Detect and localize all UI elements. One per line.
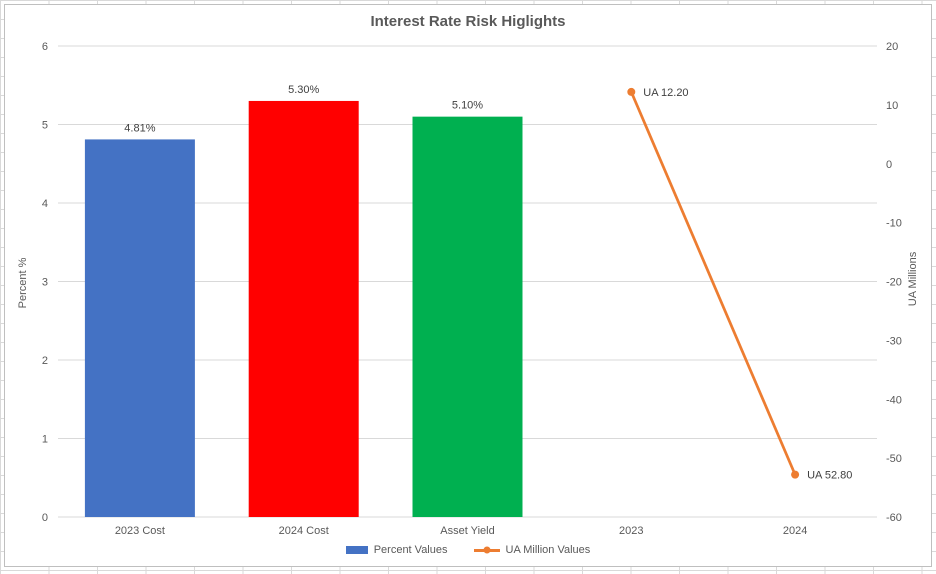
y-left-tick-label: 0 (42, 512, 48, 524)
chart-title: Interest Rate Risk Higlights (370, 13, 566, 30)
legend-item-percent-values: Percent Values (345, 544, 448, 556)
bar-asset-yield (412, 116, 523, 518)
y-left-tick-label: 1 (42, 434, 48, 446)
y-right-tick-label: -20 (886, 277, 902, 289)
bar-series-swatch-icon (345, 546, 368, 554)
category-label: 2023 Cost (115, 525, 165, 537)
line-marker (627, 87, 636, 96)
legend-item-ua-million-values: UA Million Values (473, 544, 591, 556)
bar-value-label: 5.30% (288, 84, 319, 96)
category-label: 2024 (783, 525, 807, 537)
category-label: 2024 Cost (279, 525, 329, 537)
chart-legend: Percent Values UA Million Values (5, 544, 931, 556)
line-marker-dot-icon (483, 546, 490, 554)
y-right-tick-label: 20 (886, 41, 898, 53)
line-series-swatch-icon (473, 546, 500, 554)
y-right-tick-label: 0 (886, 159, 892, 171)
y-left-tick-label: 5 (42, 120, 48, 132)
y-left-tick-label: 6 (42, 41, 48, 53)
bar-2023-cost (84, 139, 195, 518)
line-marker (791, 470, 800, 479)
bar-2024-cost (248, 100, 359, 517)
y-left-tick-label: 4 (42, 198, 48, 210)
right-axis-title: UA Millions (907, 251, 919, 307)
point-label: UA 52.80 (807, 470, 852, 482)
bar-value-label: 5.10% (452, 100, 483, 112)
y-right-tick-label: -50 (886, 453, 902, 465)
legend-label: Percent Values (373, 544, 448, 556)
y-right-tick-label: -40 (886, 394, 902, 406)
y-left-tick-label: 3 (42, 277, 48, 289)
y-left-tick-label: 2 (42, 355, 48, 367)
plot-area: 0 1 2 3 4 5 6 -60 -50 -40 -30 -20 -10 0 10 20 2023 Cost 2… (42, 41, 902, 537)
bar-value-label: 4.81% (124, 122, 155, 134)
y-right-tick-label: -10 (886, 218, 902, 230)
legend-label: UA Million Values (505, 544, 591, 556)
category-label: Asset Yield (440, 525, 494, 537)
left-axis-title: Percent % (17, 257, 29, 309)
y-right-tick-label: -60 (886, 512, 902, 524)
y-right-tick-label: -30 (886, 335, 902, 347)
y-right-tick-label: 10 (886, 100, 898, 112)
point-label: UA 12.20 (643, 87, 688, 99)
chart-area: 0 1 2 3 4 5 6 -60 -50 -40 -30 -20 -10 0 10 20 2023 Cost 2… (4, 4, 932, 567)
line-series-path (630, 91, 797, 476)
category-label: 2023 (619, 525, 643, 537)
